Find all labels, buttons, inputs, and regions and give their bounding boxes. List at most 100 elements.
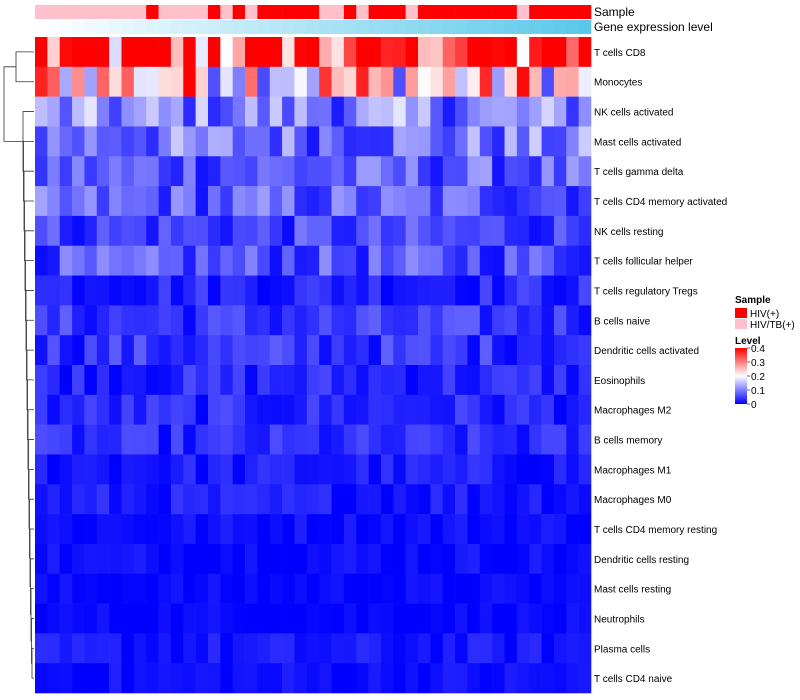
heatmap-cell xyxy=(529,603,542,634)
heatmap-cell xyxy=(158,156,172,187)
dendrogram-branch xyxy=(31,618,34,664)
heatmap-cell xyxy=(232,543,246,575)
heatmap-cell xyxy=(529,215,542,247)
heatmap-cell xyxy=(430,454,444,485)
heatmap-cell xyxy=(294,573,308,604)
heatmap-cell xyxy=(380,424,394,455)
heatmap-cell xyxy=(72,394,85,425)
heatmap-cell xyxy=(195,573,209,604)
heatmap-cell xyxy=(133,245,147,276)
heatmap-cell xyxy=(183,514,196,545)
expression-cell xyxy=(566,20,579,34)
heatmap-cell xyxy=(84,126,98,157)
heatmap-cell xyxy=(245,186,258,217)
heatmap-cell xyxy=(257,454,271,485)
heatmap-cell xyxy=(245,514,258,545)
heatmap-cell xyxy=(578,305,592,336)
heatmap-cell xyxy=(158,603,172,634)
heatmap-cell xyxy=(257,126,271,157)
heatmap-cell xyxy=(479,514,493,545)
heatmap-cell xyxy=(492,573,505,604)
expression-cell xyxy=(331,20,345,34)
heatmap-cell xyxy=(578,573,592,604)
row-label: B cells memory xyxy=(594,436,662,447)
expression-cell xyxy=(72,20,85,34)
heatmap-cell xyxy=(220,305,233,336)
heatmap-cell xyxy=(393,543,406,575)
heatmap-cell xyxy=(121,454,135,485)
sample-cell xyxy=(269,5,283,19)
heatmap-cell xyxy=(133,96,147,127)
heatmap-cell xyxy=(393,37,406,68)
heatmap-cell xyxy=(195,365,209,396)
heatmap-cell xyxy=(35,335,48,366)
heatmap-cell xyxy=(504,126,518,157)
heatmap-cell xyxy=(368,126,382,157)
sample-track-label: Sample xyxy=(594,5,635,19)
heatmap-cell xyxy=(257,424,271,455)
heatmap-cell xyxy=(109,484,122,515)
heatmap-cell xyxy=(158,126,172,157)
heatmap-cell xyxy=(578,663,592,694)
heatmap-cell xyxy=(170,335,184,366)
heatmap-cell xyxy=(578,484,592,515)
heatmap-cell xyxy=(72,245,85,276)
heatmap-cell xyxy=(170,96,184,127)
heatmap-cell xyxy=(146,424,159,455)
expression-cell xyxy=(170,20,184,34)
heatmap-cell xyxy=(109,543,122,575)
heatmap-cell xyxy=(331,275,345,306)
heatmap-cell xyxy=(343,156,357,187)
row-labels: T cells CD8 Monocytes NK cells activated Ma… xyxy=(594,48,727,685)
heatmap-cell xyxy=(553,603,567,634)
heatmap-cell xyxy=(269,514,283,545)
heatmap-cell xyxy=(393,663,406,694)
heatmap-cell xyxy=(306,633,320,664)
heatmap-cell xyxy=(467,245,481,276)
heatmap-cell xyxy=(207,305,221,336)
heatmap-cell xyxy=(405,394,419,425)
heatmap-cell xyxy=(245,305,258,336)
heatmap-cell xyxy=(109,186,122,217)
row-label: Monocytes xyxy=(594,78,642,89)
heatmap-cell xyxy=(319,484,332,515)
heatmap-cell xyxy=(146,215,159,247)
heatmap-cell xyxy=(72,126,85,157)
heatmap-cell xyxy=(455,394,468,425)
heatmap-cell xyxy=(84,275,98,306)
heatmap-cell xyxy=(467,275,481,306)
legend-tick-label: 0.4 xyxy=(751,344,765,355)
heatmap-cell xyxy=(380,66,394,97)
heatmap-cell xyxy=(269,663,283,694)
heatmap-cell xyxy=(47,126,61,157)
heatmap-cell xyxy=(492,335,505,366)
heatmap-cell xyxy=(170,365,184,396)
heatmap-cell xyxy=(356,156,369,187)
heatmap-cell xyxy=(380,514,394,545)
heatmap-cell xyxy=(207,424,221,455)
heatmap-cell xyxy=(541,126,555,157)
heatmap-cell xyxy=(306,275,320,306)
heatmap-cell xyxy=(405,305,419,336)
heatmap-cell xyxy=(566,275,579,306)
heatmap-cell xyxy=(282,66,295,97)
heatmap-cell xyxy=(269,633,283,664)
heatmap-cell xyxy=(405,543,419,575)
heatmap-cell xyxy=(430,394,444,425)
heatmap-cell xyxy=(109,454,122,485)
heatmap-cell xyxy=(492,514,505,545)
heatmap-cell xyxy=(319,156,332,187)
heatmap-cell xyxy=(393,484,406,515)
sample-cell xyxy=(504,5,518,19)
sample-annotation-track xyxy=(35,5,592,19)
sample-cell xyxy=(294,5,308,19)
heatmap-cell xyxy=(35,245,48,276)
heatmap-cell xyxy=(207,245,221,276)
heatmap-cell xyxy=(504,454,518,485)
heatmap-cell xyxy=(442,365,456,396)
heatmap-cell xyxy=(553,305,567,336)
heatmap-cell xyxy=(121,126,135,157)
heatmap-cell xyxy=(455,454,468,485)
heatmap-cell xyxy=(553,543,567,575)
heatmap-cell xyxy=(393,305,406,336)
